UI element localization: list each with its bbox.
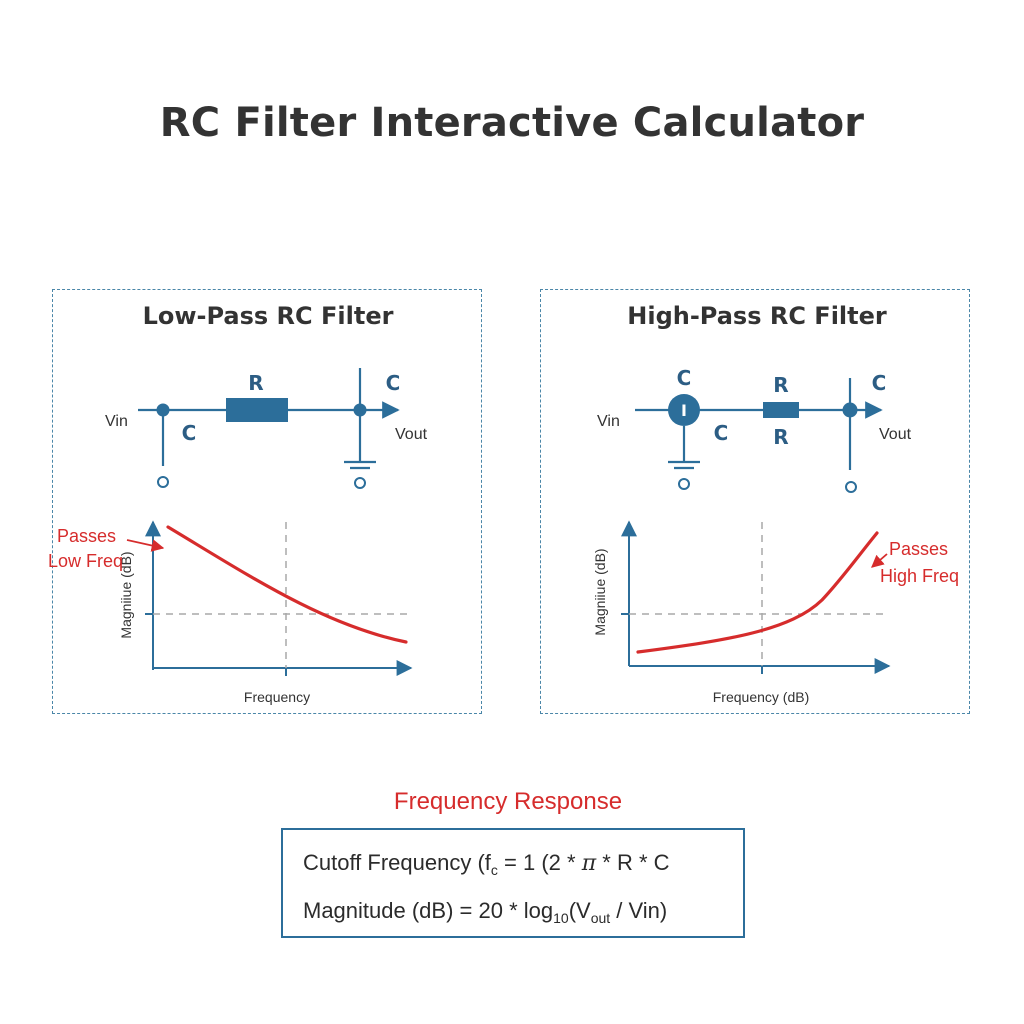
lowpass-diagram: Low-Pass RC Filter R C C Vin Vout xyxy=(48,302,428,705)
resistor-label-bottom: R xyxy=(773,425,788,449)
log-subscript: 10 xyxy=(553,910,569,926)
input-terminal xyxy=(157,476,169,488)
annotation-line-1: Passes xyxy=(57,526,116,546)
cutoff-suffix: * R * C xyxy=(596,850,670,875)
capacitor-label-bottom: C xyxy=(714,421,729,445)
cutoff-prefix: Cutoff Frequency (f xyxy=(303,850,491,875)
magnitude-suffix: / Vin) xyxy=(610,898,668,923)
vin-label: Vin xyxy=(105,413,128,430)
resistor-label-top: R xyxy=(773,373,788,397)
lowpass-panel: Low-Pass RC Filter R C C Vin Vout xyxy=(48,289,482,714)
annotation-line-1: Passes xyxy=(889,539,948,559)
capacitor-label-top: C xyxy=(677,366,692,390)
annotation-line-2: High Freq xyxy=(880,566,959,586)
magnitude-formula: Magnitude (dB) = 20 * log10(Vout / Vin) xyxy=(303,898,667,926)
resistor-label: R xyxy=(248,371,263,395)
capacitor-label-right: C xyxy=(386,371,401,395)
y-axis-label: Magniiue (dB) xyxy=(118,551,134,638)
capacitor-label-left: C xyxy=(182,421,197,445)
vin-label: Vin xyxy=(597,413,620,430)
lowpass-curve xyxy=(166,525,408,644)
resistor-symbol xyxy=(226,398,288,422)
output-terminal xyxy=(845,481,857,493)
x-axis-label: Frequency xyxy=(244,689,310,705)
highpass-circuit: I C C R R C Vin Vout xyxy=(597,366,912,493)
page-title: RC Filter Interactive Calculator xyxy=(159,100,865,146)
lowpass-title: Low-Pass RC Filter xyxy=(143,302,394,330)
output-terminal xyxy=(354,477,366,489)
y-axis-label: Magniiue (dB) xyxy=(592,548,608,635)
annotation-arrow xyxy=(126,539,165,552)
magnitude-prefix: Magnitude (dB) = 20 * log xyxy=(303,898,554,923)
resistor-symbol xyxy=(763,402,799,418)
lowpass-circuit: R C C Vin Vout xyxy=(105,368,428,489)
cutoff-formula: Cutoff Frequency (fc = 1 (2 * π * R * C xyxy=(303,850,670,878)
capacitor-label-right: C xyxy=(872,371,887,395)
out-subscript: out xyxy=(590,910,611,926)
annotation-line-2: Low Freq xyxy=(48,551,123,571)
pi-symbol: π xyxy=(581,851,597,876)
vout-label: Vout xyxy=(395,426,428,443)
x-axis-label: Frequency (dB) xyxy=(713,689,809,705)
highpass-title: High-Pass RC Filter xyxy=(627,302,887,330)
lowpass-response-graph: Magniiue (dB) Frequency Passes Low Freq xyxy=(48,520,413,705)
input-terminal xyxy=(678,478,690,490)
highpass-response-graph: Magniiue (dB) Frequency (dB) Passes High… xyxy=(592,520,959,705)
vout-label: Vout xyxy=(879,426,912,443)
source-symbol-letter: I xyxy=(681,401,687,420)
highpass-panel: High-Pass RC Filter I C C R R C Vin Vout xyxy=(540,289,970,714)
cutoff-mid: = 1 (2 * xyxy=(497,850,582,875)
cutoff-subscript: c xyxy=(490,862,498,878)
magnitude-paren: (V xyxy=(568,898,591,923)
frequency-response-heading: Frequency Response xyxy=(393,788,623,815)
formula-box: Cutoff Frequency (fc = 1 (2 * π * R * C … xyxy=(281,828,745,938)
annotation-arrow xyxy=(871,553,888,568)
highpass-curve xyxy=(636,531,879,654)
highpass-diagram: High-Pass RC Filter I C C R R C Vin Vout xyxy=(592,302,959,705)
source-symbol xyxy=(668,394,700,426)
